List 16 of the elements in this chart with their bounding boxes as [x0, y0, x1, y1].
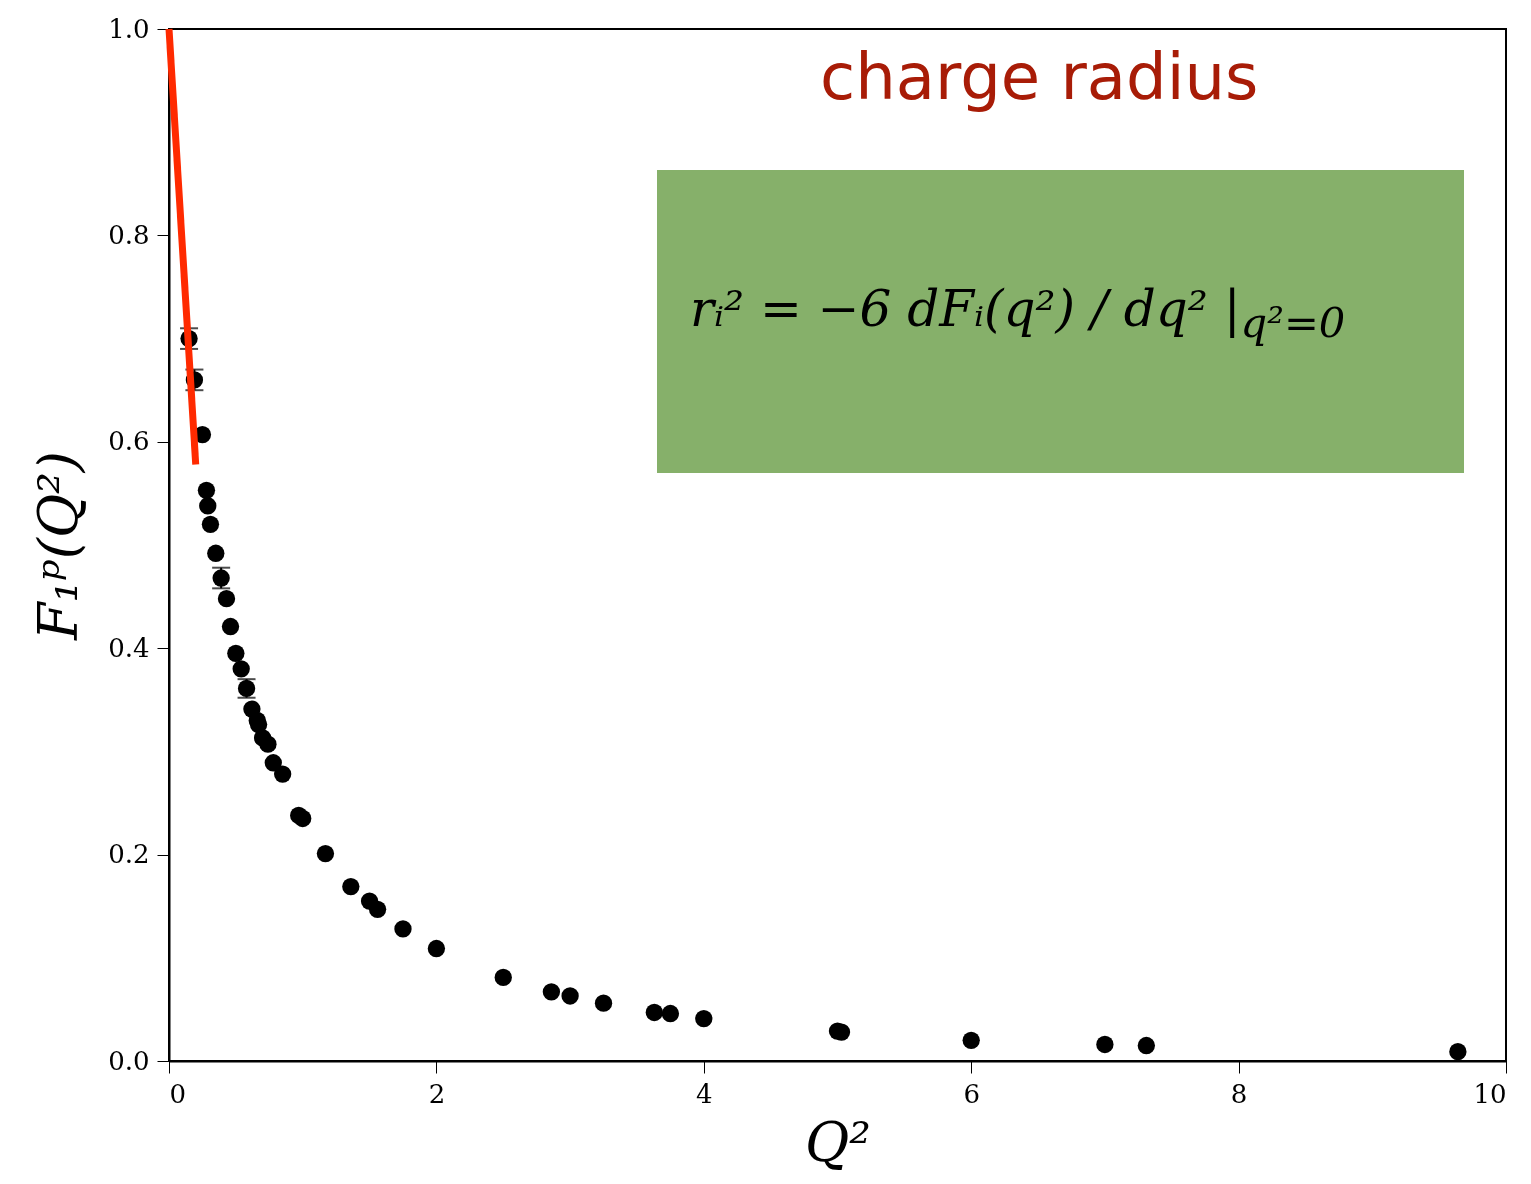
annotation: rᵢ² = −6 dFᵢ(q²) / dq² |$_{q²=0}$: [690, 280, 1346, 347]
x-tick-label: 2: [428, 1078, 446, 1109]
x-tick-label: 0: [169, 1078, 187, 1109]
y-tick-label: 1.0: [108, 13, 150, 44]
y-tick-label: 0.8: [108, 219, 150, 250]
x-tick-label: 4: [696, 1078, 713, 1109]
x-tick-label: 8: [1230, 1078, 1248, 1109]
annotation: charge radius: [820, 40, 1259, 114]
x-axis-title: Q²: [805, 1110, 871, 1174]
y-tick-label: 0.0: [108, 1045, 150, 1076]
y-tick-label: 0.6: [108, 426, 150, 457]
y-tick-label: 0.2: [108, 839, 150, 870]
x-tick-label: 10: [1473, 1078, 1507, 1109]
y-axis-title: F₁ᵖ(Q²): [27, 451, 91, 641]
x-tick-label: 6: [963, 1078, 980, 1109]
y-tick-label: 0.4: [108, 632, 150, 663]
